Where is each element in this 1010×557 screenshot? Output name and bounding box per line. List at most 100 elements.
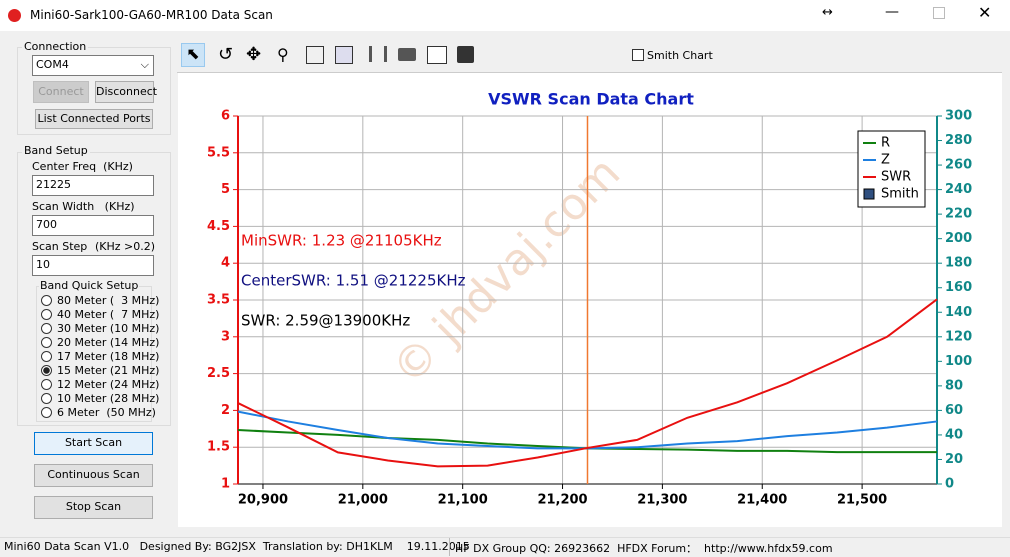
step-input[interactable]: 10 <box>32 255 154 276</box>
y2-tick-label: 180 <box>945 256 972 271</box>
radio-label: 6 Meter (50 MHz) <box>57 406 156 419</box>
radio-label: 10 Meter (28 MHz) <box>57 392 160 405</box>
undo-tool[interactable]: ↺ <box>218 44 234 65</box>
radio-button[interactable] <box>41 295 52 306</box>
continuous-button[interactable]: Continuous Scan <box>34 464 153 487</box>
group-title: Band Setup <box>22 144 90 157</box>
settings-tool[interactable] <box>369 46 387 62</box>
preview-tool[interactable] <box>427 46 447 64</box>
status-bar <box>0 537 1010 557</box>
save-tool[interactable] <box>457 46 474 63</box>
radio-label: 15 Meter (21 MHz) <box>57 364 160 377</box>
chart-title: VSWR Scan Data Chart <box>488 90 694 109</box>
radio-button[interactable] <box>41 337 52 348</box>
radio-button[interactable] <box>41 365 52 376</box>
radio-label: 20 Meter (14 MHz) <box>57 336 160 349</box>
y2-tick-label: 300 <box>945 109 972 124</box>
stop-button[interactable]: Stop Scan <box>34 496 153 519</box>
radio-button[interactable] <box>41 407 52 418</box>
legend-swatch <box>863 188 875 200</box>
x-tick-label: 21,300 <box>637 493 687 508</box>
y-tick-label: 6 <box>221 109 230 124</box>
pointer-tool[interactable]: ⬉ <box>181 43 205 67</box>
minimize[interactable]: — <box>885 4 899 20</box>
y-tick-label: 5.5 <box>207 145 230 160</box>
connection-group <box>17 47 171 135</box>
radio-button[interactable] <box>41 309 52 320</box>
y-tick-label: 1 <box>221 477 230 492</box>
y-tick-label: 4 <box>221 256 230 271</box>
width-input[interactable]: 700 <box>32 215 154 236</box>
y2-tick-label: 200 <box>945 231 972 246</box>
y2-tick-label: 220 <box>945 207 972 222</box>
y2-tick-label: 260 <box>945 158 972 173</box>
annotation: SWR: 2.59@13900KHz <box>241 312 410 330</box>
field-label: Scan Step <box>32 240 88 253</box>
annotation: MinSWR: 1.23 @21105KHz <box>241 232 442 250</box>
y2-tick-label: 140 <box>945 305 972 320</box>
combo-arrow: ⌵ <box>140 58 149 71</box>
field-label: Scan Width (KHz) <box>32 200 135 213</box>
radio-button[interactable] <box>41 393 52 404</box>
radio-label: 30 Meter (10 MHz) <box>57 322 160 335</box>
status-right: HF DX Group QQ: 26923662 HFDX Forum： htt… <box>455 542 833 555</box>
status-divider <box>449 538 450 556</box>
connect-button[interactable]: Connect <box>33 81 89 103</box>
x-tick-label: 20,900 <box>238 493 288 508</box>
y-tick-label: 2 <box>221 403 230 418</box>
save-image-tool[interactable] <box>335 46 353 64</box>
zoom-tool[interactable]: ⚲ <box>277 45 289 64</box>
start-button[interactable]: Start Scan <box>34 432 153 455</box>
port-combo[interactable]: COM4 ⌵ <box>32 55 154 76</box>
resize-icon: ↔ <box>822 5 833 20</box>
radio-label: 17 Meter (18 MHz) <box>57 350 160 363</box>
y2-tick-label: 0 <box>945 477 954 492</box>
y2-tick-label: 240 <box>945 182 972 197</box>
radio-button[interactable] <box>41 379 52 390</box>
group-title: Connection <box>22 40 89 53</box>
export-tool[interactable] <box>306 46 324 64</box>
window-title: Mini60-Sark100-GA60-MR100 Data Scan <box>30 8 273 22</box>
y-tick-label: 4.5 <box>207 219 230 234</box>
y-tick-label: 2.5 <box>207 366 230 381</box>
y2-tick-label: 160 <box>945 280 972 295</box>
field-label: (KHz >0.2) <box>95 240 156 253</box>
radio-label: 80 Meter ( 3 MHz) <box>57 294 160 307</box>
group-title: Band Quick Setup <box>39 279 140 292</box>
pan-tool[interactable]: ✥ <box>246 44 262 65</box>
list-ports-button[interactable]: List Connected Ports <box>35 109 153 129</box>
y2-tick-label: 80 <box>945 378 963 393</box>
legend-label: R <box>881 136 890 151</box>
legend-label: Z <box>881 153 890 168</box>
status-left: Mini60 Data Scan V1.0 Designed By: BG2JS… <box>4 540 470 553</box>
center-input[interactable]: 21225 <box>32 175 154 196</box>
legend-label: Smith <box>881 187 919 202</box>
y2-tick-label: 100 <box>945 354 972 369</box>
y2-tick-label: 280 <box>945 133 972 148</box>
x-tick-label: 21,000 <box>338 493 388 508</box>
smith-checkbox[interactable] <box>632 49 644 61</box>
band-group <box>17 152 171 426</box>
close[interactable]: ✕ <box>978 3 992 22</box>
field-label: Center Freq (KHz) <box>32 160 133 173</box>
print-tool[interactable] <box>398 48 416 61</box>
toolbar <box>177 40 1002 73</box>
checkbox-label: Smith Chart <box>647 49 713 62</box>
maximize[interactable] <box>933 7 945 19</box>
x-tick-label: 21,100 <box>438 493 488 508</box>
y2-tick-label: 60 <box>945 403 963 418</box>
y-tick-label: 5 <box>221 182 230 197</box>
radio-label: 12 Meter (24 MHz) <box>57 378 160 391</box>
legend-label: SWR <box>881 170 911 185</box>
y2-tick-label: 120 <box>945 329 972 344</box>
radio-button[interactable] <box>41 323 52 334</box>
y-tick-label: 3 <box>221 329 230 344</box>
x-tick-label: 21,400 <box>737 493 787 508</box>
radio-label: 40 Meter ( 7 MHz) <box>57 308 160 321</box>
radio-button[interactable] <box>41 351 52 362</box>
disconnect-button[interactable]: Disconnect <box>95 81 157 103</box>
y2-tick-label: 40 <box>945 427 963 442</box>
y-tick-label: 3.5 <box>207 293 230 308</box>
